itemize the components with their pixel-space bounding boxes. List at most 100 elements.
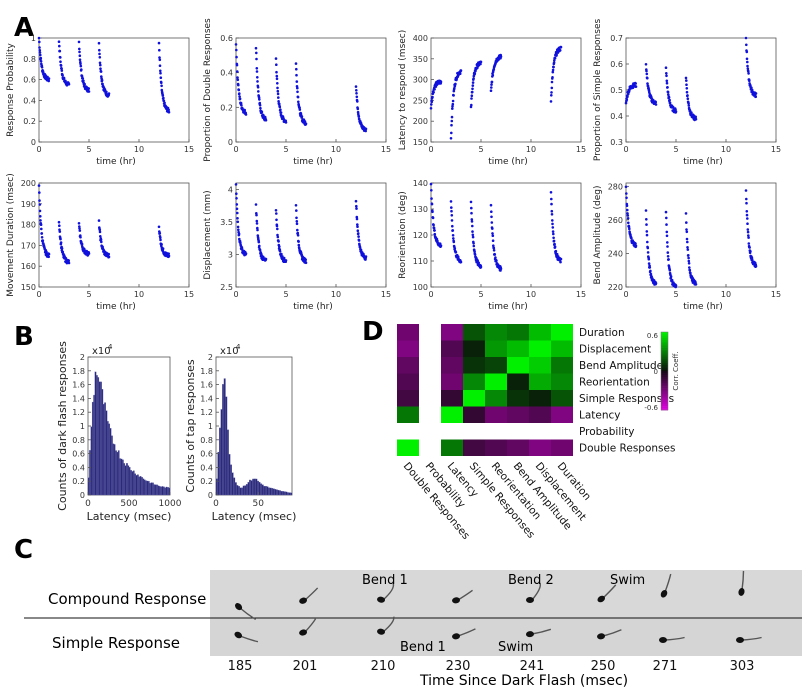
compound-response-label: Compound Response	[48, 590, 206, 608]
data-point	[645, 223, 648, 226]
larva-head	[597, 595, 606, 603]
histogram-bar	[261, 484, 264, 496]
data-point	[159, 69, 162, 73]
data-point	[684, 76, 688, 80]
data-point	[450, 219, 454, 222]
heatmap-cell	[507, 373, 529, 390]
y-tick-label: 0.6	[610, 60, 623, 69]
histogram-bar	[279, 490, 282, 496]
data-point	[282, 256, 286, 260]
data-point	[470, 94, 474, 97]
data-point	[167, 110, 171, 114]
heatmap-cell	[507, 340, 529, 357]
data-point	[430, 103, 433, 106]
data-point	[100, 240, 103, 244]
data-point	[159, 76, 163, 79]
data-point	[235, 197, 238, 200]
data-point	[296, 90, 299, 94]
larva	[736, 636, 762, 643]
data-point	[747, 242, 751, 245]
panel-label-c: C	[14, 535, 33, 565]
data-point	[87, 87, 90, 90]
data-point	[260, 110, 264, 114]
data-point	[667, 93, 670, 96]
y-tick-label: 170	[21, 241, 36, 250]
data-point	[746, 217, 749, 220]
x-tick-label: 15	[184, 290, 194, 299]
y-tick-label: 0	[80, 491, 85, 500]
data-point	[357, 239, 361, 242]
y-axis-label: Counts of tap responses	[184, 359, 197, 492]
data-point	[559, 45, 563, 49]
data-point	[255, 76, 259, 79]
data-point	[668, 98, 671, 102]
data-point	[238, 92, 241, 95]
x-tick-label: 5	[673, 290, 678, 299]
data-point	[79, 62, 82, 66]
colorbar-segment	[661, 347, 668, 350]
data-point	[255, 219, 259, 223]
colorbar-segment	[661, 363, 668, 366]
heatmap-cell	[507, 390, 529, 407]
data-point	[356, 229, 360, 232]
data-point	[626, 217, 630, 220]
data-point	[549, 191, 553, 194]
histogram-bar	[106, 421, 109, 496]
histogram-bar	[165, 486, 168, 496]
histogram-bar	[283, 491, 286, 496]
data-point	[634, 242, 637, 245]
data-point	[38, 191, 41, 194]
histogram-bar	[276, 489, 278, 496]
data-point	[295, 209, 298, 212]
data-point	[278, 105, 282, 109]
data-point	[431, 95, 434, 99]
data-point	[685, 228, 688, 231]
colorbar-segment	[661, 367, 668, 370]
heatmap-cell	[463, 373, 485, 390]
y-axis-label: Proportion of Simple Responses	[593, 19, 603, 162]
x-tick-label: 5	[673, 145, 678, 154]
histogram-bar	[230, 464, 232, 496]
histogram-bar	[115, 450, 117, 496]
y-tick-label: 0.4	[200, 463, 213, 472]
data-point	[645, 233, 649, 237]
data-point	[471, 84, 475, 87]
data-point	[472, 242, 475, 245]
histogram-bar	[126, 463, 128, 496]
y-tick-label: 100	[413, 283, 428, 292]
histogram-bar	[222, 384, 225, 496]
scatter-plot-5: 150 160 170 180 190 200 0 5 10 15 time (hr) Movemen…	[6, 173, 194, 312]
larva-head	[299, 597, 308, 604]
data-point	[685, 237, 689, 241]
data-point	[258, 98, 261, 101]
data-point	[244, 252, 248, 255]
histogram-bar	[228, 454, 231, 496]
data-point	[472, 244, 476, 248]
heatmap-cell	[441, 324, 463, 341]
data-point	[494, 256, 497, 259]
data-point	[237, 83, 240, 87]
data-point	[555, 252, 559, 256]
data-point	[684, 212, 688, 215]
data-point	[685, 79, 688, 82]
data-point	[60, 67, 63, 70]
data-point	[551, 70, 555, 74]
histogram-bar	[242, 485, 245, 496]
plot-frame	[38, 37, 190, 143]
data-point	[473, 250, 476, 253]
data-point	[450, 131, 453, 135]
heatmap-cell	[397, 324, 419, 341]
histogram-bar	[101, 389, 104, 496]
data-point	[162, 99, 166, 103]
colorbar-segment	[661, 398, 668, 401]
data-point	[276, 92, 280, 96]
data-point	[159, 236, 162, 239]
larva-head	[659, 637, 667, 643]
data-point	[491, 234, 495, 237]
colorbar-segment	[661, 382, 668, 385]
y-tick-label: 280	[608, 182, 623, 191]
data-point	[158, 231, 162, 235]
data-point	[355, 215, 359, 219]
data-point	[295, 222, 299, 226]
